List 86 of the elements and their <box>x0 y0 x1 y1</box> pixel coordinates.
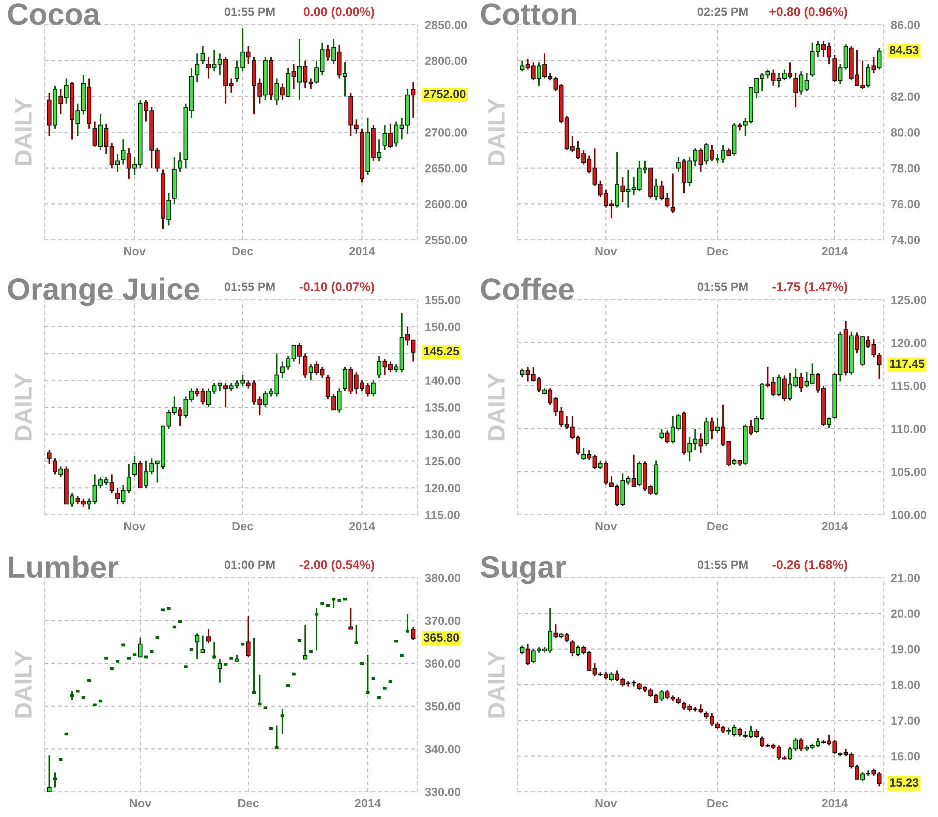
x-tick-label: Nov <box>596 247 618 256</box>
text: -1.75 (1.47%) <box>772 282 848 294</box>
y-tick-label: 86.00 <box>891 21 920 30</box>
x-tick-label: Nov <box>124 522 146 531</box>
chart-title: Sugar <box>480 556 566 584</box>
x-tick-label: Nov <box>130 799 152 808</box>
text: 117.45 <box>890 360 925 368</box>
candlestick <box>178 152 183 173</box>
y-tick-label: 370.00 <box>425 616 461 626</box>
x-tick-label: Nov <box>596 799 618 808</box>
y-tick-label: 380.00 <box>425 574 461 582</box>
x-tick-label: 2014 <box>350 522 376 531</box>
x-tick-label: 2014 <box>822 522 848 531</box>
y-tick-label: 18.00 <box>892 681 920 690</box>
y-tick-label: 130.00 <box>426 430 461 439</box>
y-tick-label: 17.00 <box>892 716 920 726</box>
candlestick <box>195 52 200 84</box>
x-tick-label: Dec <box>708 247 728 256</box>
y-tick-label: 80.00 <box>891 128 920 137</box>
chart-subtitle: 01:55 PM <box>224 282 275 292</box>
candlestick <box>200 46 206 66</box>
chart-title: Lumber <box>9 556 119 578</box>
chart-title: Coffee <box>481 278 574 300</box>
y-tick-label: 2550.00 <box>425 236 468 244</box>
y-tick-label: 135.00 <box>426 404 461 412</box>
y-tick-label: 360.00 <box>425 660 461 668</box>
y-tick-label: 330.00 <box>425 788 461 796</box>
y-tick-label: 78.00 <box>891 164 920 173</box>
y-tick-label: 82.00 <box>891 92 920 102</box>
x-tick-label: Dec <box>238 799 260 808</box>
x-tick-label: 2014 <box>355 799 382 808</box>
y-tick-label: 76.00 <box>891 200 920 209</box>
y-tick-label: 16.00 <box>892 752 920 761</box>
y-tick-label: 100.00 <box>892 511 927 520</box>
y-tick-label: 21.00 <box>891 574 920 582</box>
candlestick <box>47 450 52 465</box>
y-tick-label: 155.00 <box>426 296 461 304</box>
text: -2.00 (0.54%) <box>300 560 374 572</box>
chart-title: Cotton <box>481 4 577 26</box>
y-tick-label: 2600.00 <box>425 200 468 209</box>
text: 15.23 <box>890 778 919 787</box>
text: -0.26 (1.68%) <box>772 560 848 572</box>
y-tick-label: 125.00 <box>426 457 461 466</box>
text: 84.53 <box>890 46 919 55</box>
text: 365.80 <box>424 634 460 642</box>
x-tick-label: Dec <box>708 522 728 531</box>
y-tick-label: 125.00 <box>892 296 927 304</box>
y-tick-label: 140.00 <box>426 376 461 386</box>
x-tick-label: 2014 <box>822 799 848 808</box>
chart-subtitle: 01:55 PM <box>224 8 275 16</box>
y-tick-label: 2800.00 <box>425 56 468 66</box>
x-tick-label: Nov <box>596 522 618 531</box>
y-tick-label: 115.00 <box>892 382 926 390</box>
x-tick-label: Nov <box>124 247 146 256</box>
y-tick-label: 340.00 <box>425 745 461 754</box>
x-tick-label: Dec <box>232 522 254 531</box>
chart-subtitle: 01:00 PM <box>224 560 275 570</box>
text: 145.25 <box>424 347 460 356</box>
y-tick-label: 110.00 <box>892 425 926 434</box>
x-tick-label: Dec <box>708 799 728 808</box>
text: +0.80 (0.96%) <box>770 7 848 19</box>
x-tick-label: Dec <box>232 247 254 256</box>
text: -0.10 (0.07%) <box>300 282 374 294</box>
chart-subtitle: 01:55 PM <box>698 282 748 292</box>
y-tick-label: 2850.00 <box>425 21 468 30</box>
chart-subtitle: 02:25 PM <box>698 8 748 16</box>
y-tick-label: 2650.00 <box>425 164 468 173</box>
y-tick-label: 20.00 <box>891 610 920 618</box>
y-tick-label: 105.00 <box>892 468 927 476</box>
text: 0.00 (0.00%) <box>304 7 374 19</box>
x-tick-label: 2014 <box>822 247 848 256</box>
text: 2752.00 <box>424 90 466 98</box>
y-tick-label: 2700.00 <box>425 128 468 137</box>
chart-title: Orange Juice <box>8 278 200 306</box>
y-tick-label: 120.00 <box>426 484 461 493</box>
chart-subtitle: 01:55 PM <box>698 560 748 570</box>
y-tick-label: 120.00 <box>892 339 927 348</box>
y-tick-label: 74.00 <box>891 236 920 244</box>
x-tick-label: 2014 <box>350 247 376 256</box>
candlestick <box>670 172 676 214</box>
y-tick-label: 350.00 <box>425 702 461 711</box>
y-tick-label: 115.00 <box>426 511 460 520</box>
chart-title: Cocoa <box>8 4 101 26</box>
candlestick <box>877 352 882 380</box>
y-tick-label: 150.00 <box>426 322 461 332</box>
y-tick-label: 19.00 <box>892 645 920 654</box>
